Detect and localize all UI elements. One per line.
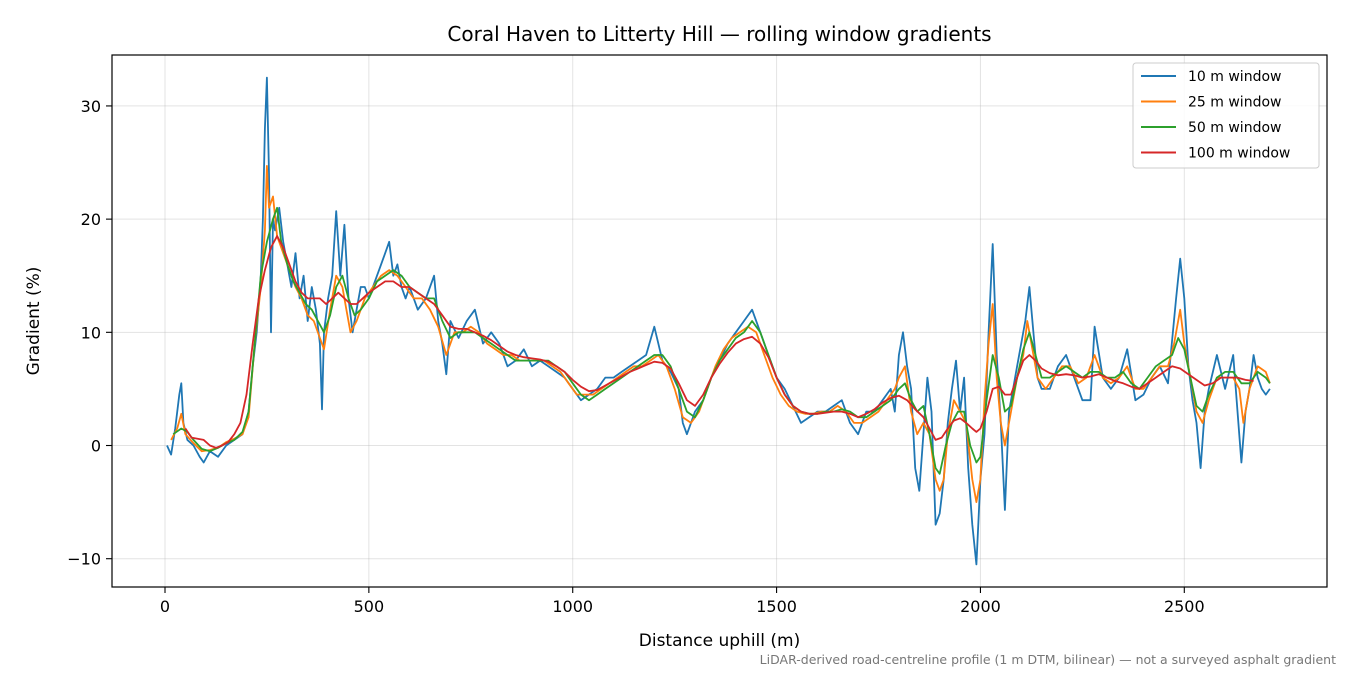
x-tick-label: 0 [160, 597, 170, 616]
x-tick-label: 1000 [552, 597, 593, 616]
x-axis-label: Distance uphill (m) [639, 631, 800, 651]
y-axis-label: Gradient (%) [24, 267, 44, 376]
y-tick-label: 10 [81, 323, 101, 342]
y-tick-label: 30 [81, 97, 101, 116]
legend-box [1132, 62, 1320, 169]
chart-title: Coral Haven to Litterty Hill — rolling w… [447, 22, 991, 46]
footnote: LiDAR-derived road-centreline profile (1… [760, 652, 1336, 667]
legend-label-4: 100 m window [1188, 146, 1290, 162]
y-tick-label: 20 [81, 210, 101, 229]
legend-label-2: 25 m window [1188, 95, 1281, 111]
series-line-2 [170, 165, 1271, 503]
plot-frame [111, 54, 1328, 588]
y-tick-label: −10 [67, 550, 101, 569]
x-tick-label: 2500 [1164, 597, 1205, 616]
x-tick-label: 2000 [960, 597, 1001, 616]
legend-label-3: 50 m window [1188, 120, 1281, 136]
y-tick-label: 0 [91, 437, 101, 456]
legend-label-1: 10 m window [1188, 69, 1281, 85]
x-tick-label: 1500 [756, 597, 797, 616]
series-line-4 [184, 235, 1254, 449]
legend: 10 m window 25 m window 50 m window 100 m w… [1132, 62, 1320, 169]
grid-lines [112, 55, 1327, 587]
series-lines [166, 76, 1271, 566]
x-tick-label: 500 [354, 597, 385, 616]
axis-ticks: 0 500 1000 1500 2000 2500 −10 0 10 20 30 [67, 97, 1204, 616]
